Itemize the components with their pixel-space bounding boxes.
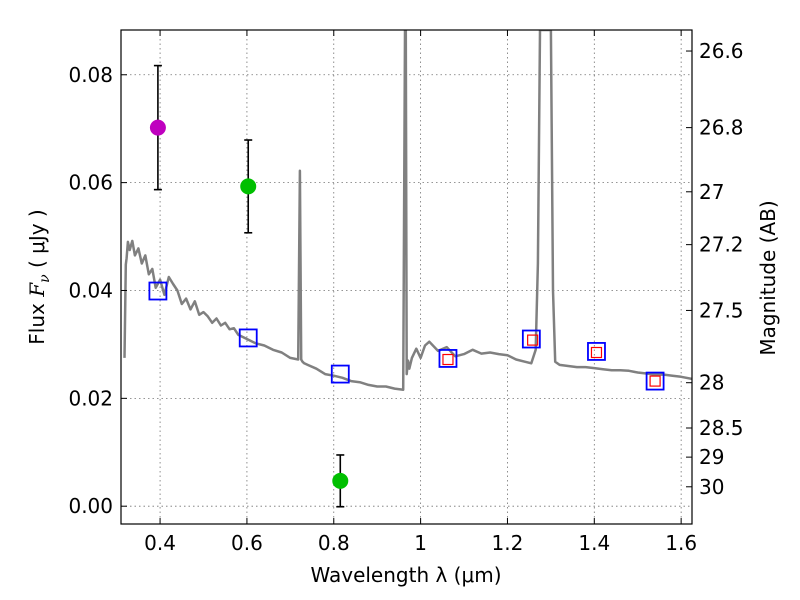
y2-tick-label: 26.8	[699, 116, 744, 140]
y2-tick-label: 28.5	[699, 416, 744, 440]
model-square	[148, 281, 168, 301]
y-axis-label-symbol: F	[25, 282, 49, 298]
y2-tick-label: 27	[699, 180, 724, 204]
y-tick-label: 0.04	[68, 278, 113, 302]
y2-tick-label: 30	[699, 475, 724, 499]
y-tick-label: 0.08	[68, 63, 113, 87]
y2-tick-label: 28	[699, 371, 724, 395]
observed-point	[149, 119, 166, 136]
model-square	[330, 364, 350, 384]
grid	[121, 30, 692, 524]
x-axis-label: Wavelength λ (μm)	[310, 563, 501, 587]
marker-layer	[148, 64, 665, 508]
y-tick-label: 0.06	[68, 171, 113, 195]
model-square	[238, 328, 258, 348]
y2-axis-label: Magnitude (AB)	[756, 200, 780, 355]
y2-tick-label: 29	[699, 445, 724, 469]
y-axis-label-suffix: ( μJy )	[25, 209, 49, 274]
ticks: 0.4 0.6 0.8 1 1.2 1.4 1.6 0.00 0.02 0.04 0.06 0.08 2…	[68, 30, 744, 555]
model-square-ir	[527, 334, 539, 346]
series-layer	[123, 30, 692, 391]
spectrum-line	[123, 30, 692, 391]
y2-tick-label: 26.6	[699, 39, 744, 63]
x-tick-label: 1.4	[578, 531, 610, 555]
y-axis-label: Flux Fν ( μJy )	[25, 209, 53, 344]
observed-point	[240, 178, 257, 195]
y-tick-label: 0.02	[68, 386, 113, 410]
x-tick-label: 1.2	[492, 531, 524, 555]
x-tick-label: 1	[414, 531, 427, 555]
model-square	[438, 349, 458, 368]
x-tick-label: 0.4	[144, 531, 176, 555]
plot-frame	[120, 29, 693, 525]
y2-tick-label: 27.5	[699, 298, 744, 322]
y-axis-label-subscript: ν	[37, 274, 53, 283]
observed-point	[332, 472, 349, 489]
model-square-ir	[590, 346, 603, 359]
x-tick-label: 0.6	[231, 531, 263, 555]
model-square-ir	[649, 375, 661, 387]
x-tick-label: 0.8	[318, 531, 350, 555]
model-square-ir	[442, 353, 454, 366]
model-square	[587, 342, 606, 361]
y-axis-label-prefix: Flux	[25, 297, 49, 345]
model-square	[521, 329, 541, 349]
x-tick-label: 1.6	[665, 531, 697, 555]
y-tick-label: 0.00	[68, 494, 113, 518]
y2-tick-label: 27.2	[699, 233, 744, 257]
model-square	[645, 371, 665, 391]
